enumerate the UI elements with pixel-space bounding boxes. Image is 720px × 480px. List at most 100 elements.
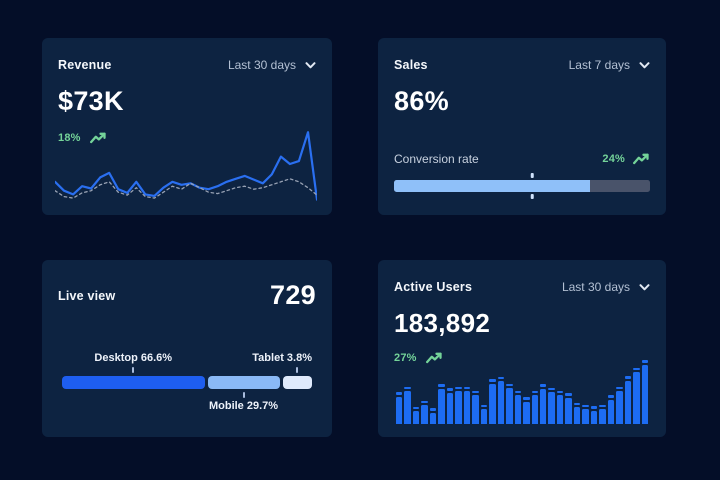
bar-body [446,392,454,424]
user-bar-27 [616,386,623,424]
active-users-delta-row: 27% [378,352,666,364]
bar-body [607,399,615,424]
bar-body [429,412,437,424]
bar-cap [396,392,403,395]
bar-body [548,392,555,424]
bar-body [624,380,632,424]
bar-body [599,409,606,424]
bar-cap [497,376,505,380]
device-ticks-bottom [62,392,312,398]
user-bar-14 [506,383,513,424]
bar-body [531,395,538,424]
live-view-card-title: Live view [58,288,116,303]
bar-cap [523,397,530,400]
bar-cap [412,406,420,410]
user-bar-29 [633,367,640,424]
progress-marker-tick [530,173,534,178]
bar-cap [531,390,538,394]
revenue-card-header: Revenue Last 30 days [42,38,332,72]
bar-cap [599,404,606,408]
active-users-period-label: Last 30 days [561,280,630,294]
progress-marker-row-bottom [394,194,650,199]
user-bar-26 [607,395,615,424]
device-labels-bottom: Mobile 29.7% [62,400,312,413]
revenue-delta-row: 18% [42,132,332,144]
bar-cap [556,390,564,394]
user-bar-1 [396,392,403,424]
live-view-value: 729 [270,280,316,310]
bar-cap [539,384,547,387]
active-users-value: 183,892 [394,308,491,338]
bar-cap [438,384,445,387]
conversion-rate-delta-group: 24% [602,153,650,165]
bar-body [590,410,598,424]
segment-label-desktop: Desktop 66.6% [94,352,173,364]
line-series-current [55,131,317,201]
bar-body [404,391,411,424]
trend-up-icon [425,352,442,364]
sales-card-title: Sales [394,58,428,72]
segment-mobile [207,376,280,389]
bar-cap [548,387,555,391]
bar-body [480,409,488,424]
active-users-bar-chart [396,360,649,424]
bar-body [396,396,403,424]
bar-cap [421,400,428,404]
user-bar-17 [531,390,538,424]
trend-up-icon [89,132,106,144]
conversion-rate-row: Conversion rate 24% [394,152,650,166]
user-bar-28 [624,376,632,424]
active-users-delta: 27% [394,352,417,364]
user-bar-20 [556,390,564,424]
revenue-period-label: Last 30 days [227,58,296,72]
progress-marker-row-top [394,173,650,178]
active-users-period-selector[interactable]: Last 30 days [562,280,650,294]
device-ticks-top [62,367,312,373]
segment-tick-mobile [242,392,245,398]
user-bar-11 [480,404,488,424]
segment-tablet [282,376,312,389]
bar-body [514,395,522,424]
user-bar-13 [497,376,505,424]
revenue-period-selector[interactable]: Last 30 days [228,58,316,72]
bar-body [455,391,462,424]
user-bar-15 [514,390,522,424]
user-bar-7 [446,388,454,424]
bar-cap [565,393,572,396]
live-view-card-header: Live view 729 [42,260,332,311]
user-bar-4 [421,400,428,424]
bar-body [472,395,479,424]
bar-cap [590,406,598,409]
bar-body [523,401,530,424]
revenue-card-title: Revenue [58,58,112,72]
device-stacked-bar [62,376,312,389]
user-bar-12 [489,379,496,424]
segment-desktop [62,376,205,389]
bar-cap [633,367,640,371]
user-bar-24 [590,406,598,424]
segment-label-mobile: Mobile 29.7% [208,400,279,412]
bar-body [497,381,505,424]
bar-cap [607,395,615,398]
sales-period-selector[interactable]: Last 7 days [569,58,650,72]
bar-cap [641,360,649,363]
bar-cap [472,390,479,394]
user-bar-3 [412,406,420,424]
sales-period-label: Last 7 days [568,58,630,72]
chevron-down-icon [639,283,650,290]
user-bar-22 [573,402,581,424]
conversion-progress-bar [394,180,650,192]
conversion-rate-block: Conversion rate 24% [394,152,650,201]
bar-cap [616,386,623,390]
bar-cap [446,388,454,391]
bar-cap [573,402,581,406]
user-bar-21 [565,393,572,424]
user-bar-18 [539,384,547,424]
active-users-card: Active Users Last 30 days 183,892 27% [378,260,666,437]
bar-body [463,391,471,424]
user-bar-10 [472,390,479,424]
conversion-rate-label: Conversion rate [394,152,479,166]
active-users-card-title: Active Users [394,280,473,294]
bar-body [641,364,649,424]
